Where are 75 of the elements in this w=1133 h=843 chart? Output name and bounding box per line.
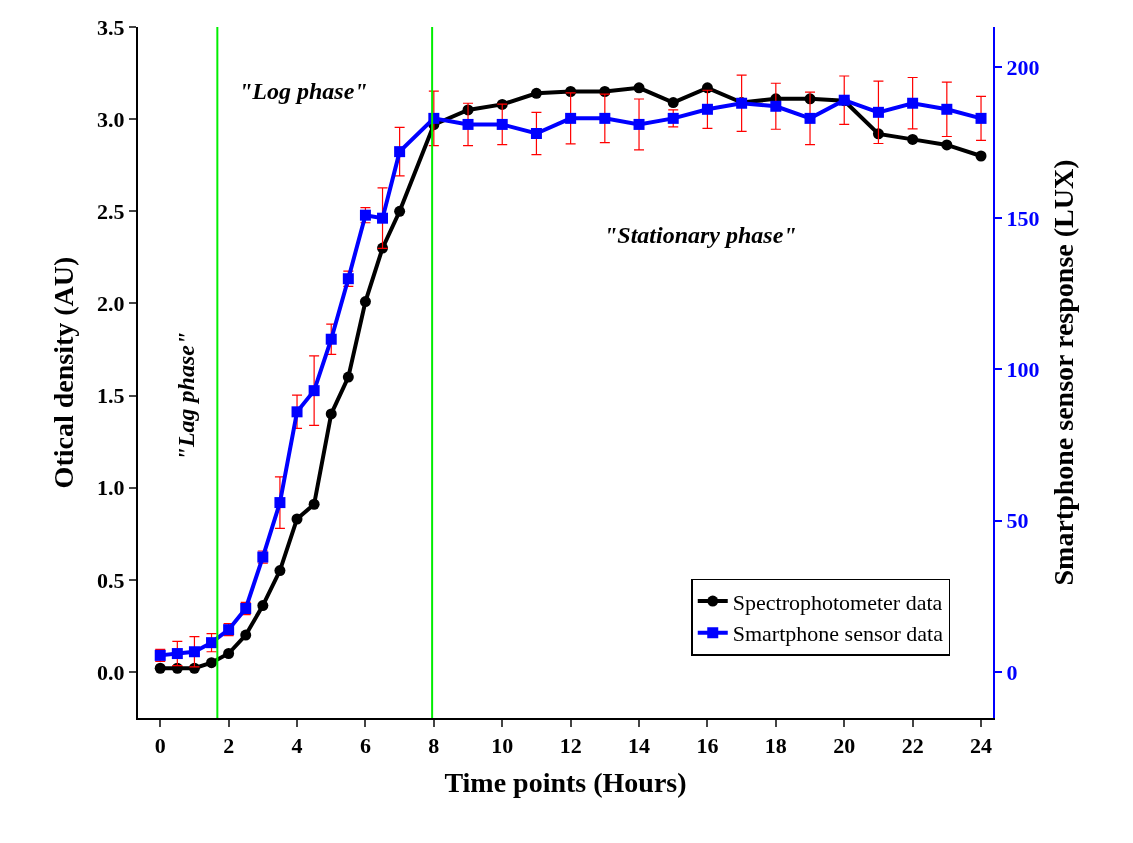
point [223,648,235,660]
point [274,497,286,509]
point [325,333,337,345]
point [907,97,919,109]
legend-label: Smartphone sensor data [732,621,944,647]
point [770,100,782,112]
point [975,150,987,162]
point [325,408,337,420]
point [633,118,645,130]
point [462,118,474,130]
point [530,87,542,99]
point [496,118,508,130]
y-tick-label: 0.5 [97,567,125,593]
annotation: "Lag phase" [173,331,200,461]
point [907,133,919,145]
point [206,637,218,649]
point [667,112,679,124]
y-axis-title: Otical density (AU) [48,256,80,489]
y2-tick-label: 50 [1006,508,1029,534]
point [941,103,953,115]
point [667,97,679,109]
point [188,646,200,658]
point [308,498,320,510]
point [941,139,953,151]
point [394,205,406,217]
x-tick-label: 4 [291,733,303,759]
point [171,648,183,660]
annotation: "Log phase" [239,78,368,104]
y-tick-label: 2.5 [97,198,125,224]
point [804,112,816,124]
y2-axis-title: Smartphone sensor response (LUX) [1048,159,1079,586]
x-tick-label: 20 [833,733,856,759]
x-tick-label: 24 [970,733,993,759]
point [394,146,406,158]
annotation: "Stationary phase" [604,222,797,248]
point [257,600,269,612]
y2-tick-label: 200 [1006,54,1040,80]
y-tick-label: 0.0 [97,659,125,685]
x-tick-label: 0 [154,733,166,759]
x-axis-title: Time points (Hours) [444,767,687,798]
point [342,371,354,383]
y2-tick-label: 100 [1006,357,1040,383]
point [154,662,166,674]
y-tick-label: 3.0 [97,106,125,132]
point [633,82,645,94]
point [975,112,987,124]
y2-tick-label: 0 [1006,659,1018,685]
point [565,112,577,124]
y2-tick-label: 150 [1006,205,1040,231]
point [240,629,252,641]
y-tick-label: 1.0 [97,475,125,501]
point [274,565,286,577]
point [599,112,611,124]
point [359,296,371,308]
x-tick-label: 2 [223,733,235,759]
point [872,106,884,118]
point [308,385,320,397]
y-tick-label: 2.0 [97,291,125,317]
x-tick-label: 18 [764,733,787,759]
x-tick-label: 10 [491,733,514,759]
point [701,103,713,115]
point [377,212,389,224]
point [206,657,218,669]
y-tick-label: 3.5 [97,14,125,40]
x-tick-label: 22 [901,733,924,759]
legend-label: Spectrophotometer data [732,589,943,615]
x-tick-label: 16 [696,733,719,759]
point [291,513,303,525]
point [291,406,303,418]
y-tick-label: 1.5 [97,383,125,409]
point [530,127,542,139]
x-tick-label: 8 [428,733,440,759]
x-tick-label: 14 [628,733,651,759]
x-tick-label: 12 [559,733,582,759]
x-tick-label: 6 [359,733,371,759]
